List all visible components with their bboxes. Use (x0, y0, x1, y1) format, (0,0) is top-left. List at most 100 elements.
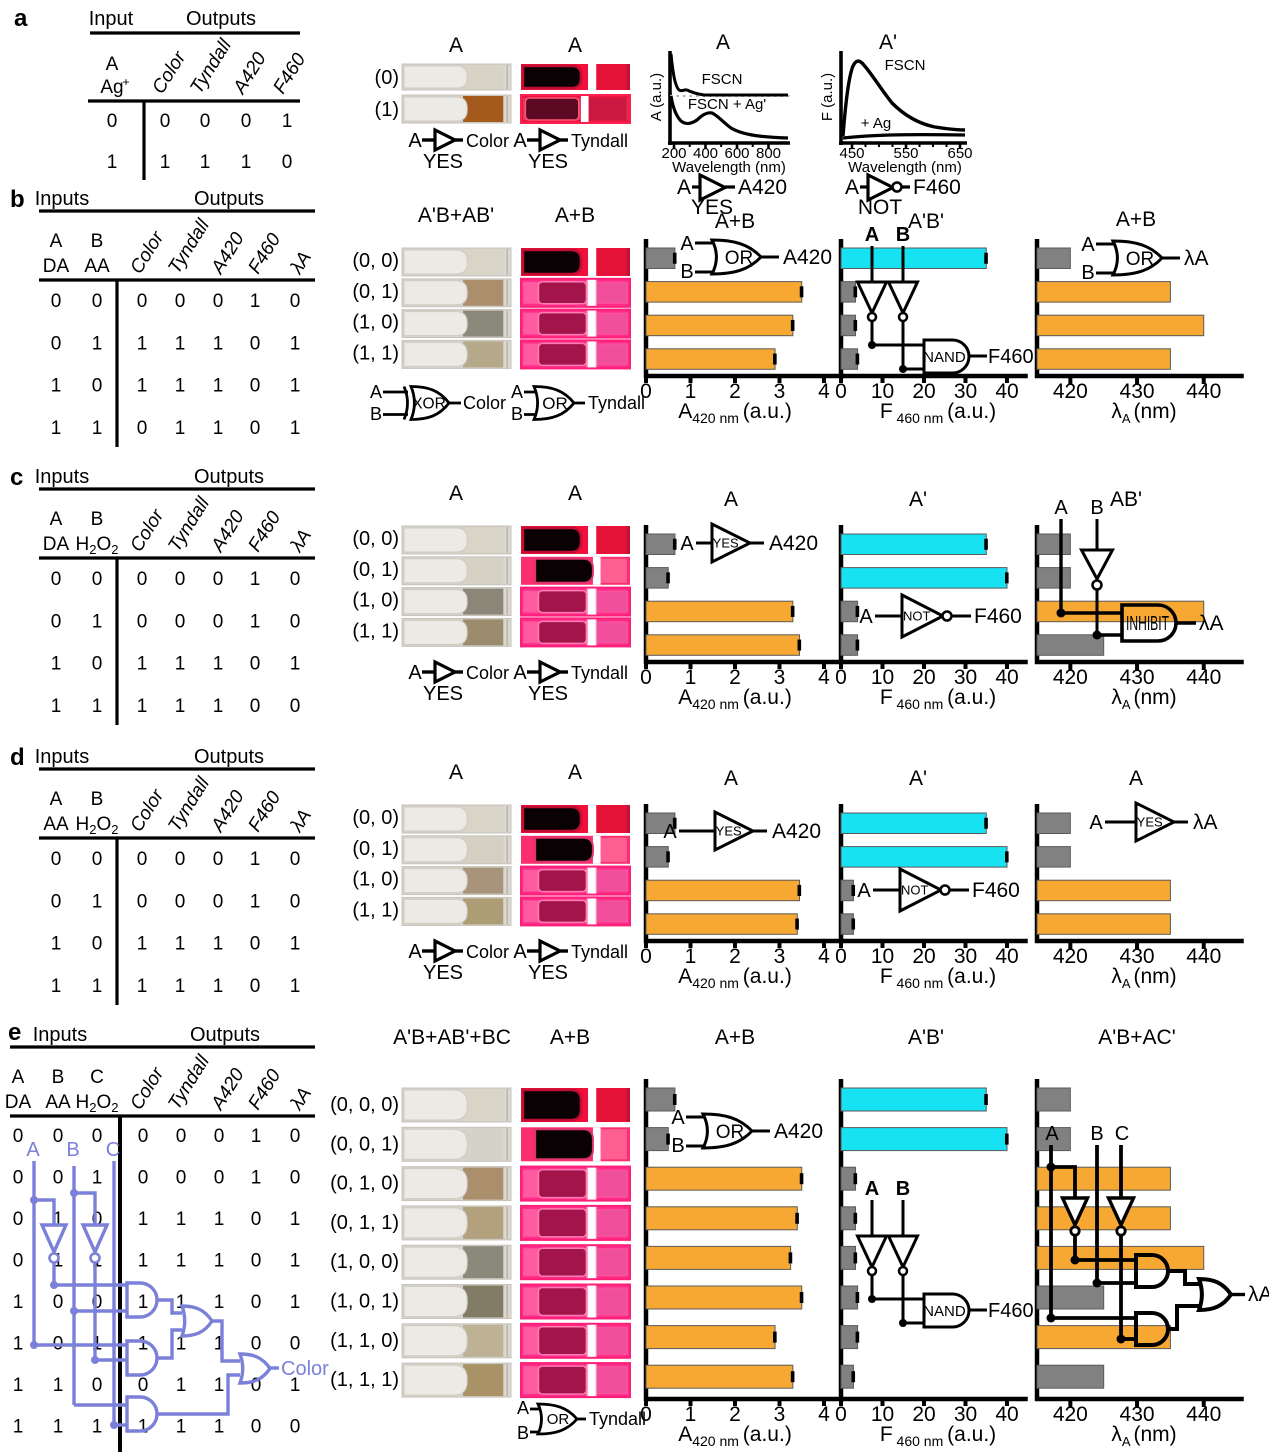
svg-text:OR: OR (547, 1411, 570, 1428)
svg-text:1: 1 (138, 1334, 149, 1355)
svg-text:H2O2: H2O2 (76, 534, 119, 557)
svg-text:0: 0 (214, 1168, 225, 1189)
svg-text:0: 0 (176, 1126, 187, 1147)
svg-text:A: A (517, 1398, 529, 1418)
svg-text:A: A (50, 231, 63, 252)
svg-text:0: 0 (92, 569, 103, 590)
svg-text:1: 1 (250, 891, 261, 912)
svg-text:FSCN: FSCN (885, 57, 926, 74)
svg-text:2: 2 (729, 945, 741, 968)
svg-text:Inputs: Inputs (35, 466, 89, 488)
svg-text:F460: F460 (988, 1300, 1034, 1322)
svg-text:B: B (680, 261, 693, 283)
svg-text:A: A (716, 31, 730, 54)
svg-text:0: 0 (92, 1375, 103, 1396)
svg-text:30: 30 (954, 1403, 977, 1426)
svg-text:NOT: NOT (901, 883, 929, 898)
svg-text:YES: YES (423, 683, 463, 705)
svg-text:F (a.u.): F (a.u.) (819, 73, 836, 121)
svg-text:1: 1 (138, 1417, 149, 1438)
svg-text:420: 420 (1053, 666, 1088, 689)
svg-text:1: 1 (53, 1209, 64, 1230)
svg-text:0: 0 (13, 1126, 24, 1147)
svg-text:INHIBIT: INHIBIT (1126, 613, 1169, 635)
svg-text:A: A (857, 880, 871, 902)
svg-text:0: 0 (51, 291, 62, 312)
svg-text:10: 10 (871, 945, 894, 968)
svg-text:(1, 1): (1, 1) (352, 620, 399, 642)
svg-text:1: 1 (51, 654, 62, 675)
svg-text:0: 0 (213, 891, 224, 912)
svg-text:1: 1 (685, 945, 697, 968)
svg-text:440: 440 (1186, 666, 1221, 689)
svg-text:NAND: NAND (923, 349, 966, 366)
svg-text:1: 1 (92, 333, 103, 354)
svg-text:+ Ag: + Ag (861, 115, 891, 132)
svg-text:1: 1 (13, 1375, 24, 1396)
svg-text:40: 40 (995, 1403, 1018, 1426)
svg-text:B: B (896, 224, 910, 246)
svg-text:B: B (896, 1178, 910, 1200)
svg-text:A420: A420 (772, 820, 821, 843)
svg-text:A: A (865, 224, 879, 246)
svg-text:1: 1 (176, 1375, 187, 1396)
svg-text:1: 1 (214, 1251, 225, 1272)
svg-text:A: A (568, 482, 582, 505)
svg-text:0: 0 (250, 376, 261, 397)
svg-text:Tyndall: Tyndall (571, 663, 628, 683)
svg-text:0: 0 (835, 380, 847, 403)
svg-text:1: 1 (250, 849, 261, 870)
svg-text:(1, 0, 1): (1, 0, 1) (330, 1291, 399, 1313)
svg-text:B: B (511, 404, 523, 424)
svg-text:1: 1 (250, 611, 261, 632)
svg-text:A: A (724, 767, 738, 790)
svg-text:20: 20 (912, 380, 935, 403)
svg-text:AA: AA (43, 814, 69, 835)
svg-text:A+B: A+B (715, 1026, 755, 1049)
svg-text:Outputs: Outputs (190, 1024, 260, 1046)
svg-text:0: 0 (200, 111, 211, 132)
svg-text:A: A (724, 488, 738, 511)
svg-text:650: 650 (947, 145, 972, 162)
svg-text:1: 1 (13, 1292, 24, 1313)
svg-text:B: B (517, 1423, 529, 1443)
svg-text:30: 30 (954, 666, 977, 689)
svg-text:0: 0 (175, 569, 186, 590)
svg-text:0: 0 (138, 1126, 149, 1147)
svg-text:440: 440 (1186, 945, 1221, 968)
svg-text:0: 0 (53, 1126, 64, 1147)
svg-text:1: 1 (290, 654, 301, 675)
svg-text:A+B: A+B (715, 210, 755, 233)
svg-text:0: 0 (138, 1168, 149, 1189)
svg-text:OR: OR (716, 1122, 745, 1143)
svg-text:0: 0 (137, 418, 148, 439)
svg-text:A: A (106, 54, 119, 75)
svg-text:AA: AA (45, 1092, 71, 1113)
svg-text:B: B (1090, 497, 1103, 519)
svg-text:1: 1 (290, 333, 301, 354)
svg-text:1: 1 (137, 696, 148, 717)
svg-text:1: 1 (213, 333, 224, 354)
svg-text:0: 0 (290, 1168, 301, 1189)
svg-text:0: 0 (92, 376, 103, 397)
svg-text:(0, 0): (0, 0) (352, 250, 399, 272)
svg-text:(0, 0, 0): (0, 0, 0) (330, 1094, 399, 1116)
svg-text:0: 0 (290, 569, 301, 590)
svg-text:A: A (449, 34, 463, 57)
svg-text:B: B (370, 404, 382, 424)
svg-text:3: 3 (774, 945, 786, 968)
svg-text:1: 1 (241, 152, 252, 173)
svg-text:1: 1 (176, 1417, 187, 1438)
svg-text:H2O2: H2O2 (76, 1092, 119, 1115)
svg-text:A: A (1045, 1123, 1059, 1145)
svg-text:(1, 0, 0): (1, 0, 0) (330, 1251, 399, 1273)
svg-text:A: A (449, 761, 463, 784)
svg-text:NOT: NOT (903, 609, 931, 624)
svg-text:1: 1 (214, 1417, 225, 1438)
svg-text:C: C (90, 1067, 104, 1088)
svg-text:A: A (12, 1067, 25, 1088)
svg-text:0: 0 (53, 1292, 64, 1313)
svg-text:A'B+AB': A'B+AB' (418, 204, 494, 227)
svg-text:30: 30 (954, 945, 977, 968)
svg-text:A: A (408, 130, 422, 152)
